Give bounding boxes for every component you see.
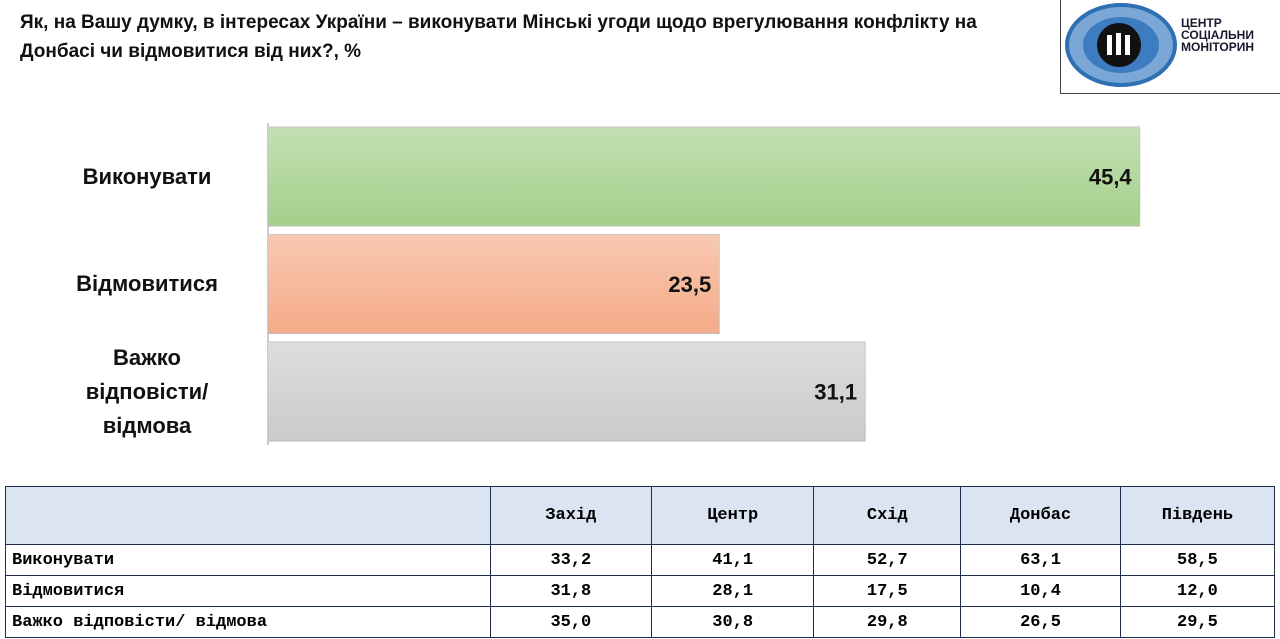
logo-line: ЦЕНТР [1181,16,1222,30]
value-cell: 30,8 [651,606,815,638]
region-table: Захід Центр Схід Донбас Південь Виконувати 33,… [5,486,1276,638]
header-cell: Захід [489,486,653,545]
value-cell: 41,1 [651,544,815,576]
value-cell: 28,1 [651,575,815,607]
table-row: Виконувати 33,2 41,1 52,7 63,1 58,5 [5,544,1276,576]
table-row: Важко відповісти/ відмова 35,0 30,8 29,8 26,… [5,606,1276,638]
header-cell [5,486,491,545]
bar-sheen [268,342,866,441]
table-row: Відмовитися 31,8 28,1 17,5 10,4 12,0 [5,575,1276,607]
header-cell: Південь [1119,486,1276,545]
header-cell: Схід [813,486,962,545]
logo-line: СОЦІАЛЬНИ [1181,28,1254,42]
chart-title: Як, на Вашу думку, в інтересах України –… [20,12,977,62]
value-cell: 33,2 [489,544,653,576]
row-label: Виконувати [5,544,491,576]
value-cell: 10,4 [960,575,1121,607]
value-label: 31,1 [814,379,857,404]
header-cell: Центр [651,486,815,545]
row-label: Відмовитися [5,575,491,607]
bar-sheen [268,127,1140,226]
category-label: Виконувати [82,163,212,189]
category-label: Важко відповісти/ відмова [85,344,209,438]
value-cell: 58,5 [1119,544,1276,576]
value-cell: 17,5 [813,575,962,607]
value-cell: 26,5 [960,606,1121,638]
logo-line: МОНІТОРИН [1181,40,1254,54]
value-cell: 29,5 [1119,606,1276,638]
logo: ЦЕНТР СОЦІАЛЬНИ МОНІТОРИН [1060,0,1280,94]
bar-sheen [268,234,720,334]
value-cell: 12,0 [1119,575,1276,607]
header-cell: Донбас [960,486,1121,545]
value-label: 45,4 [1089,164,1133,189]
logo-text: ЦЕНТР СОЦІАЛЬНИ МОНІТОРИН [1181,17,1254,53]
value-label: 23,5 [668,272,711,297]
category-label: Відмовитися [76,271,218,296]
chart: 45,4 23,5 31,1 [267,123,1141,445]
value-cell: 52,7 [813,544,962,576]
value-cell: 35,0 [489,606,653,638]
value-cell: 31,8 [489,575,653,607]
value-cell: 29,8 [813,606,962,638]
row-label: Важко відповісти/ відмова [5,606,491,638]
value-cell: 63,1 [960,544,1121,576]
logo-emblem [1065,3,1177,87]
